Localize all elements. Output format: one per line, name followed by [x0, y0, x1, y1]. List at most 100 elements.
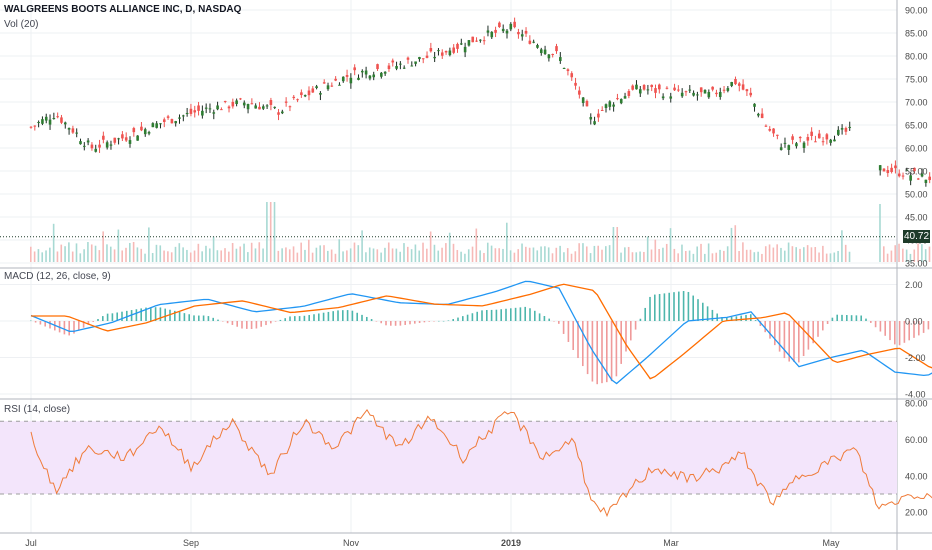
price-candle[interactable]: [501, 24, 505, 34]
price-candle[interactable]: [311, 86, 315, 93]
price-candle[interactable]: [524, 27, 528, 37]
price-candle[interactable]: [543, 45, 547, 55]
price-candle[interactable]: [707, 89, 711, 99]
price-candle[interactable]: [726, 86, 730, 93]
price-candle[interactable]: [166, 114, 170, 120]
price-candle[interactable]: [741, 79, 745, 91]
price-candle[interactable]: [658, 83, 661, 94]
price-candle[interactable]: [212, 109, 216, 120]
price-candle[interactable]: [242, 100, 246, 109]
price-candle[interactable]: [764, 124, 768, 127]
price-candle[interactable]: [612, 102, 615, 112]
price-candle[interactable]: [619, 98, 623, 105]
price-candle[interactable]: [296, 98, 299, 103]
rsi-line[interactable]: [30, 408, 932, 518]
price-candle[interactable]: [391, 58, 395, 67]
price-candle[interactable]: [155, 121, 158, 129]
price-candle[interactable]: [178, 114, 181, 124]
price-candle[interactable]: [585, 99, 589, 107]
price-candle[interactable]: [83, 142, 86, 151]
price-candle[interactable]: [722, 86, 726, 94]
price-candle[interactable]: [776, 134, 779, 140]
price-candle[interactable]: [79, 138, 82, 145]
price-candle[interactable]: [303, 94, 307, 98]
price-candle[interactable]: [368, 75, 372, 81]
price-candle[interactable]: [269, 97, 273, 111]
price-candle[interactable]: [277, 109, 280, 121]
price-candle[interactable]: [284, 97, 288, 107]
price-candle[interactable]: [772, 128, 775, 137]
price-candle[interactable]: [460, 38, 463, 46]
price-candle[interactable]: [631, 84, 634, 91]
price-candle[interactable]: [440, 49, 444, 59]
price-candle[interactable]: [890, 163, 893, 174]
price-candle[interactable]: [616, 93, 619, 101]
price-candle[interactable]: [696, 91, 699, 101]
price-candle[interactable]: [414, 61, 417, 67]
price-candle[interactable]: [677, 85, 680, 92]
price-candle[interactable]: [604, 103, 608, 113]
price-candle[interactable]: [757, 112, 760, 118]
price-candle[interactable]: [555, 43, 558, 54]
price-candle[interactable]: [341, 76, 345, 83]
price-candle[interactable]: [608, 100, 612, 111]
price-candle[interactable]: [699, 87, 703, 97]
price-candle[interactable]: [490, 31, 494, 40]
price-candle[interactable]: [916, 177, 920, 180]
price-candle[interactable]: [836, 126, 840, 137]
price-candle[interactable]: [680, 88, 684, 98]
price-candle[interactable]: [132, 126, 136, 137]
price-candle[interactable]: [456, 42, 459, 53]
price-candle[interactable]: [208, 103, 212, 113]
price-candle[interactable]: [814, 135, 817, 143]
price-candle[interactable]: [901, 172, 905, 180]
price-candle[interactable]: [783, 137, 787, 148]
price-candle[interactable]: [63, 121, 67, 129]
price-candle[interactable]: [882, 168, 886, 172]
price-candle[interactable]: [67, 127, 71, 135]
price-candle[interactable]: [421, 58, 425, 64]
price-candle[interactable]: [239, 97, 242, 101]
price-candle[interactable]: [635, 80, 638, 90]
price-candle[interactable]: [715, 89, 718, 97]
price-candle[interactable]: [650, 84, 654, 92]
price-candle[interactable]: [703, 89, 707, 94]
price-candle[interactable]: [505, 28, 509, 39]
price-candle[interactable]: [410, 61, 414, 67]
price-candle[interactable]: [319, 91, 322, 101]
price-candle[interactable]: [380, 72, 383, 79]
price-candle[interactable]: [300, 89, 303, 98]
price-candle[interactable]: [109, 140, 113, 150]
price-candle[interactable]: [71, 125, 75, 134]
price-candle[interactable]: [402, 65, 406, 69]
price-candle[interactable]: [105, 140, 109, 150]
price-candle[interactable]: [387, 62, 391, 72]
price-candle[interactable]: [399, 61, 402, 70]
price-candle[interactable]: [216, 101, 219, 111]
price-candle[interactable]: [574, 77, 577, 90]
price-candle[interactable]: [231, 98, 235, 109]
price-candle[interactable]: [467, 39, 471, 47]
price-candle[interactable]: [75, 128, 78, 138]
price-candle[interactable]: [654, 84, 657, 99]
price-candle[interactable]: [817, 129, 821, 139]
price-candle[interactable]: [174, 120, 178, 127]
price-candle[interactable]: [48, 114, 52, 130]
price-candle[interactable]: [448, 47, 452, 57]
price-candle[interactable]: [143, 127, 147, 137]
price-candle[interactable]: [197, 101, 200, 116]
price-candle[interactable]: [551, 53, 554, 58]
price-candle[interactable]: [136, 135, 139, 141]
price-candle[interactable]: [444, 50, 448, 55]
price-candle[interactable]: [920, 168, 924, 178]
price-candle[interactable]: [360, 69, 364, 78]
price-candle[interactable]: [768, 126, 772, 132]
price-candle[interactable]: [821, 136, 825, 146]
price-candle[interactable]: [330, 82, 334, 88]
price-candle[interactable]: [688, 85, 692, 93]
price-candle[interactable]: [322, 79, 326, 84]
price-candle[interactable]: [779, 143, 783, 151]
price-candle[interactable]: [825, 132, 829, 145]
price-candle[interactable]: [193, 105, 197, 118]
